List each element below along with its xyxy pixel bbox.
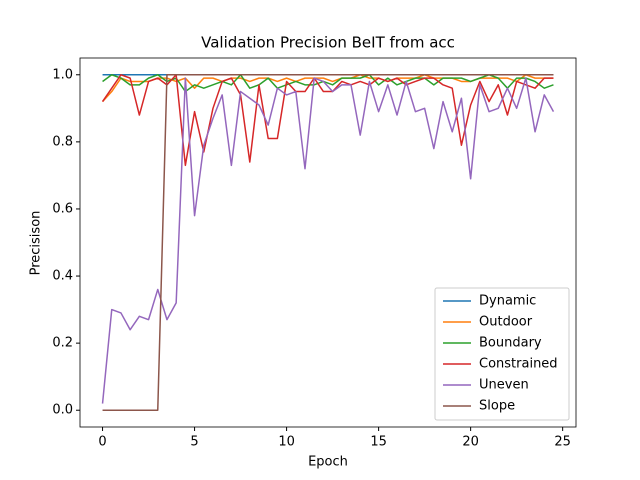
legend-label: Slope	[479, 399, 515, 414]
x-tick-label: 20	[462, 435, 479, 450]
line-series	[101, 74, 554, 167]
line-series	[102, 74, 554, 93]
x-axis-label: Epoch	[308, 455, 348, 470]
chart-title: Validation Precision BeIT from acc	[201, 34, 455, 52]
legend-label: Boundary	[479, 336, 542, 351]
legend-box	[434, 287, 570, 421]
x-tick-label: 15	[370, 435, 387, 450]
legend-label: Constrained	[479, 357, 558, 372]
y-tick-label: 1.0	[52, 67, 73, 82]
legend-label: Uneven	[479, 378, 529, 393]
y-tick-label: 0.6	[52, 201, 73, 216]
x-tick-label: 10	[278, 435, 295, 450]
x-tick-label: 0	[98, 435, 106, 450]
legend-label: Dynamic	[479, 294, 536, 309]
plot-frame	[79, 57, 577, 428]
y-tick-label: 0.8	[52, 134, 73, 149]
x-tick-label: 5	[190, 435, 198, 450]
y-tick-label: 0.4	[52, 269, 73, 284]
y-tick-label: 0.0	[52, 403, 73, 418]
legend-label: Outdoor	[479, 315, 533, 330]
x-tick-label: 25	[554, 435, 571, 450]
y-axis-label: Precisison	[29, 211, 44, 276]
line-series	[102, 74, 554, 411]
line-series	[101, 77, 555, 404]
y-tick-label: 0.2	[52, 336, 73, 351]
